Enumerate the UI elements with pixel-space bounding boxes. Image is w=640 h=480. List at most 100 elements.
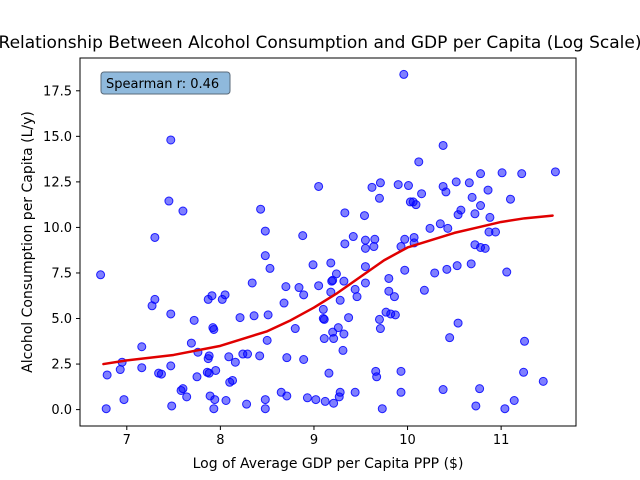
data-point: [263, 310, 273, 320]
data-point: [451, 177, 461, 187]
data-point: [324, 368, 334, 378]
data-point: [314, 181, 324, 191]
data-point: [470, 209, 480, 219]
data-point: [329, 334, 339, 344]
data-point: [137, 363, 147, 373]
data-point: [452, 261, 462, 271]
data-point: [520, 336, 530, 346]
data-point: [299, 290, 309, 300]
data-point: [419, 285, 429, 295]
data-point: [375, 324, 385, 334]
data-point: [204, 351, 214, 361]
data-point: [430, 268, 440, 278]
y-tick-label: 10.0: [43, 221, 72, 236]
data-point: [338, 345, 348, 355]
data-point: [502, 267, 512, 277]
data-point: [491, 227, 501, 237]
data-point: [331, 269, 341, 279]
data-point: [265, 263, 275, 273]
data-point: [442, 264, 452, 274]
data-point: [384, 273, 394, 283]
data-point: [178, 384, 188, 394]
data-point: [102, 370, 112, 380]
data-point: [256, 204, 266, 214]
data-point: [377, 404, 387, 414]
data-point: [464, 178, 474, 188]
data-point: [480, 243, 490, 253]
data-point: [186, 338, 196, 348]
data-point: [360, 211, 369, 221]
data-point: [298, 231, 308, 241]
data-point: [438, 385, 448, 395]
data-point: [247, 278, 257, 288]
data-point: [281, 282, 291, 292]
data-point: [167, 401, 177, 411]
data-point: [467, 192, 477, 202]
data-point: [294, 283, 304, 293]
data-point: [308, 260, 318, 270]
plot-frame: [79, 57, 577, 427]
data-point: [475, 384, 485, 394]
x-axis: 7 8 9 10 11: [123, 426, 510, 448]
data-point: [360, 278, 370, 288]
data-point: [210, 395, 220, 405]
data-point: [399, 69, 409, 79]
data-point: [335, 295, 345, 305]
y-tick-label: 15.0: [43, 130, 72, 145]
data-point: [156, 369, 166, 379]
data-point: [262, 335, 272, 345]
data-point: [290, 324, 300, 334]
data-point: [476, 201, 486, 211]
data-point: [260, 404, 270, 414]
data-point: [372, 372, 382, 382]
data-point: [249, 311, 259, 321]
data-point: [485, 212, 495, 222]
data-point: [260, 251, 270, 261]
y-tick-label: 12.5: [43, 175, 72, 190]
data-point: [497, 168, 507, 178]
data-point: [453, 318, 463, 328]
annotation-text: Spearman r: 0.46: [106, 77, 219, 92]
data-point: [282, 353, 292, 363]
data-point: [466, 259, 476, 269]
data-point: [314, 281, 324, 291]
plot-area: [80, 58, 576, 426]
chart-title: Relationship Between Alcohol Consumption…: [0, 33, 640, 53]
data-point: [352, 292, 362, 302]
annotation-box: [100, 71, 231, 95]
data-point: [220, 290, 230, 300]
data-point: [360, 262, 370, 272]
data-point: [211, 365, 221, 375]
data-point: [279, 298, 289, 308]
data-point: [166, 135, 176, 145]
data-point: [209, 404, 219, 414]
data-point: [333, 323, 343, 333]
y-tick-label: 5.0: [51, 312, 72, 327]
trend-line: [102, 214, 554, 366]
x-tick-label: 8: [216, 433, 224, 448]
data-point: [96, 270, 106, 280]
data-point: [339, 329, 349, 339]
data-point: [192, 372, 202, 382]
data-point: [425, 223, 435, 233]
data-point: [445, 333, 455, 343]
data-point: [299, 355, 309, 364]
data-point: [538, 376, 548, 386]
data-point: [374, 314, 384, 324]
data-point: [390, 310, 400, 320]
data-point: [471, 401, 481, 411]
x-tick-label: 11: [493, 433, 510, 448]
data-point: [255, 351, 265, 361]
data-point: [230, 357, 240, 367]
data-point: [384, 286, 394, 296]
data-point: [235, 313, 245, 323]
data-point: [340, 208, 350, 218]
data-point: [260, 395, 270, 405]
data-point: [228, 375, 238, 385]
data-point: [374, 193, 384, 203]
data-point: [302, 393, 312, 403]
data-point: [326, 258, 336, 268]
data-point: [166, 361, 176, 371]
data-point: [400, 234, 410, 244]
